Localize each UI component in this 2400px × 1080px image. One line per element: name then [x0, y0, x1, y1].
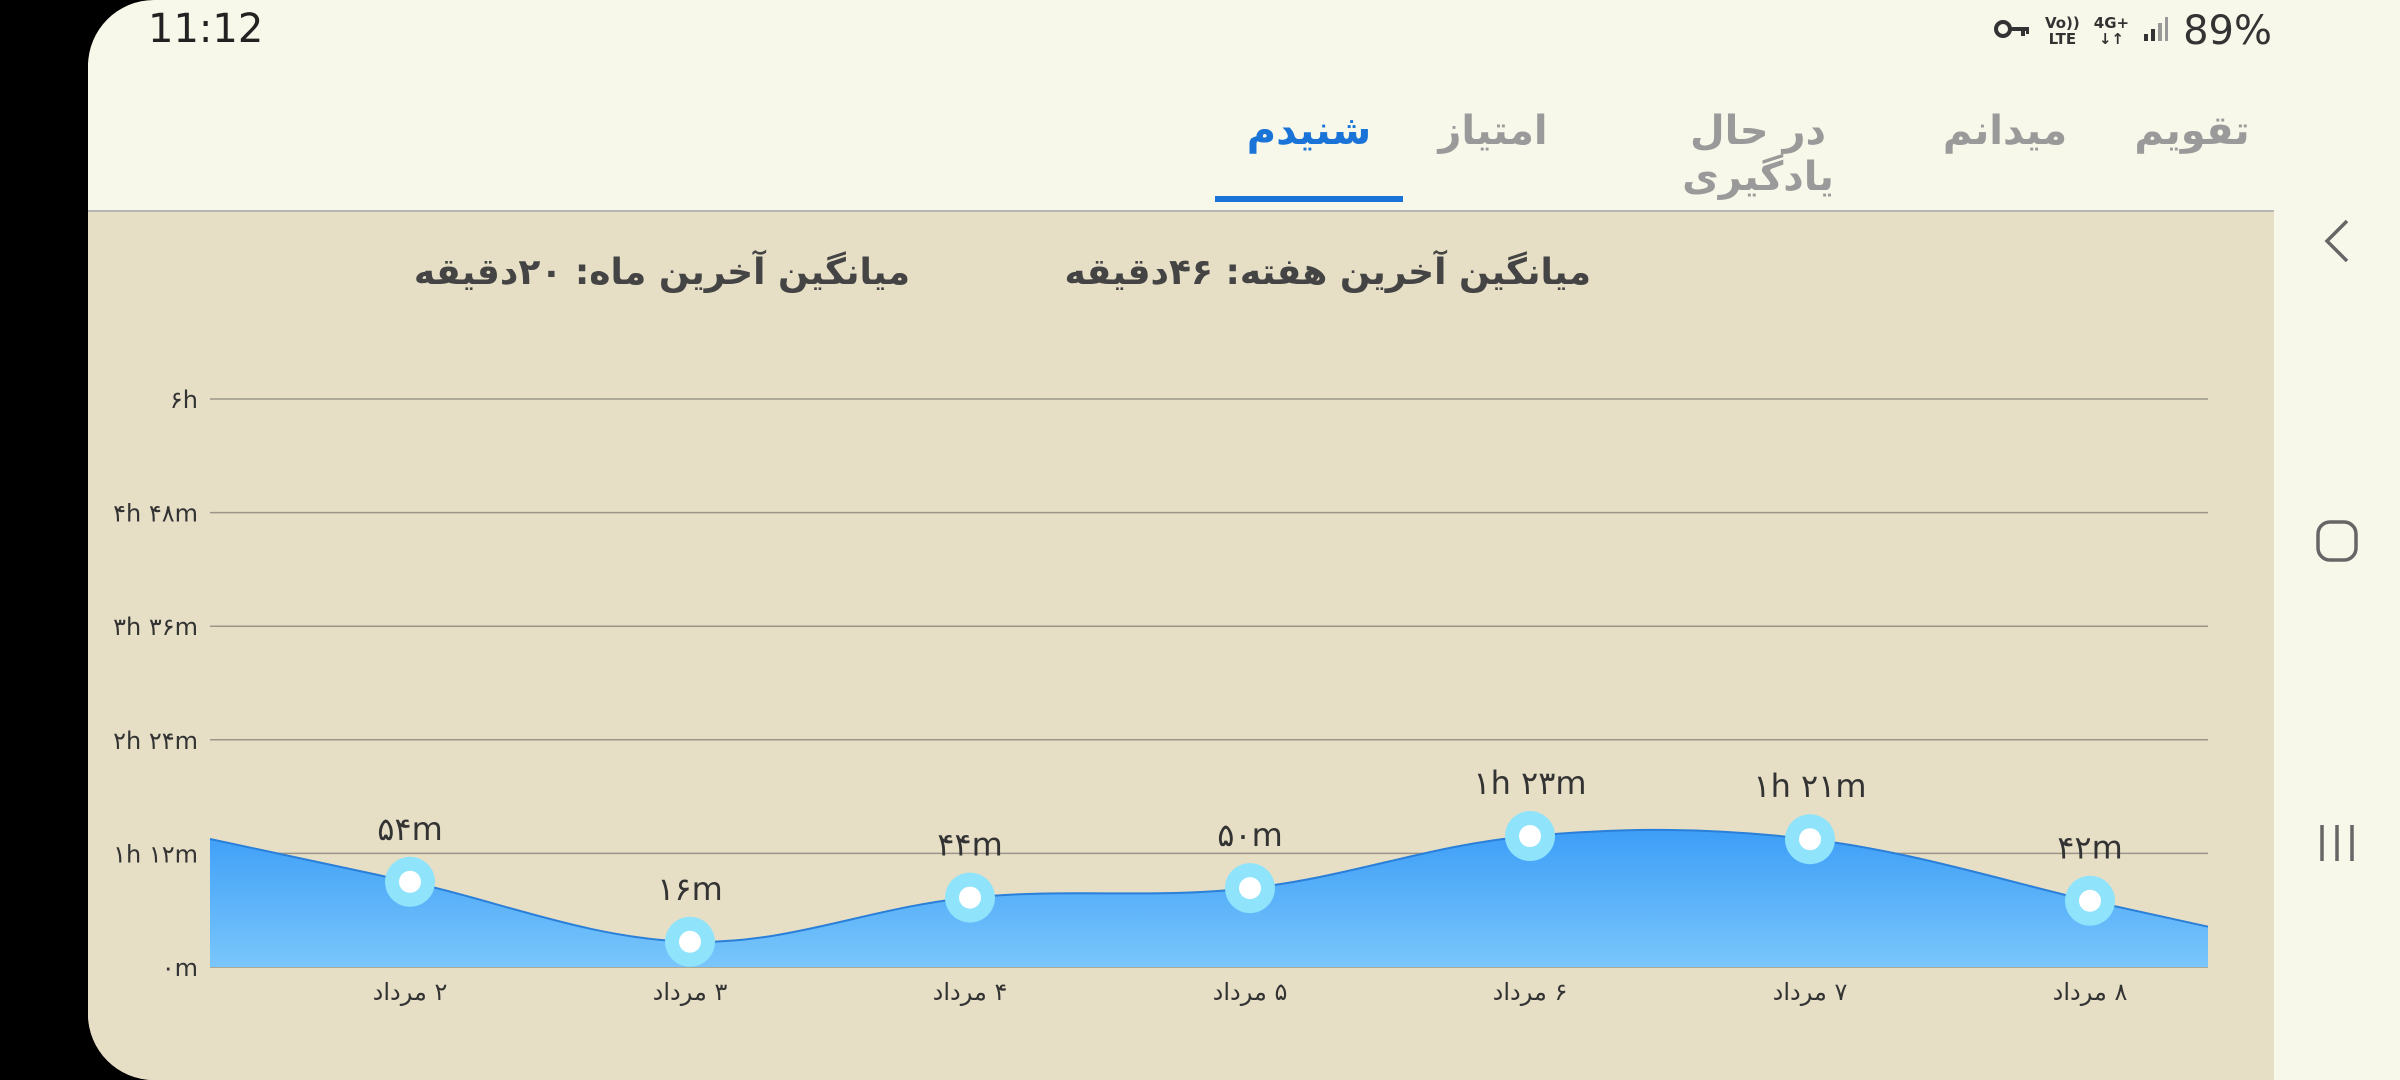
volte-icon: Vo)) LTE	[2044, 14, 2080, 48]
tab-i-know[interactable]: میدانم	[1942, 108, 2068, 154]
x-tick-label: ۳ مرداد	[653, 978, 728, 1006]
tab-learning[interactable]: در حال یادگیری	[1682, 108, 1834, 200]
data-point-center	[2079, 889, 2101, 912]
system-nav-bar	[2274, 0, 2400, 1080]
app-window: تقویم میدانم در حال یادگیری امتیاز شنیدم…	[88, 0, 2274, 1080]
x-tick-label: ۴ مرداد	[933, 978, 1008, 1006]
x-tick-label: ۲ مرداد	[373, 978, 448, 1006]
data-point-center	[959, 886, 981, 909]
series-area	[210, 829, 2208, 967]
device-screen: تقویم میدانم در حال یادگیری امتیاز شنیدم…	[88, 0, 2400, 1080]
status-indicators: Vo)) LTE 4G+ ↓↑ 89%	[1993, 8, 2304, 54]
x-tick-label: ۷ مرداد	[1773, 978, 1848, 1006]
key-icon	[1993, 17, 2031, 45]
signal-icon	[2143, 16, 2169, 46]
home-icon[interactable]	[2304, 508, 2370, 574]
data-point-center	[1239, 877, 1261, 900]
status-time: 11:12	[148, 6, 264, 52]
data-label: ۵۴m	[377, 810, 443, 848]
tab-score[interactable]: امتیاز	[1438, 108, 1548, 154]
x-tick-label: ۵ مرداد	[1213, 978, 1288, 1006]
series-line	[209, 828, 2209, 943]
data-label: ۱۶m	[657, 870, 723, 908]
back-icon[interactable]	[2304, 208, 2370, 274]
x-tick-label: ۶ مرداد	[1493, 978, 1568, 1006]
weekly-average: میانگین آخرین هفته: ۴۶دقیقه	[1064, 252, 1591, 293]
listening-time-chart: ۰m ۱h ۱۲m ۲h ۲۴m ۳h ۳۶m ۴h ۴۸m ۶h ۵۴m ۲ مرداد ۱…	[113, 386, 2209, 1006]
data-point-center	[679, 930, 701, 953]
data-label: ۵۰m	[1217, 816, 1283, 854]
data-label: ۱h ۲۱m	[1753, 767, 1866, 805]
x-tick-label: ۸ مرداد	[2053, 978, 2128, 1006]
y-tick-label: ۱h ۱۲m	[113, 840, 198, 868]
y-tick-label: ۴h ۴۸m	[113, 500, 198, 528]
y-tick-label: ۲h ۲۴m	[113, 727, 198, 755]
recents-icon[interactable]	[2304, 810, 2370, 876]
tab-heard[interactable]: شنیدم	[1215, 100, 1403, 202]
data-point-center	[399, 870, 421, 893]
data-label: ۴۲m	[2057, 829, 2123, 867]
tab-bar: تقویم میدانم در حال یادگیری امتیاز شنیدم	[88, 62, 2274, 214]
tab-calendar[interactable]: تقویم	[2134, 108, 2250, 154]
status-bar: 11:12 Vo)) LTE 4G+ ↓↑ 89%	[88, 0, 2400, 62]
battery-percent: 89%	[2183, 8, 2272, 54]
y-tick-label: ۰m	[162, 954, 198, 982]
monthly-average: میانگین آخرین ماه: ۲۰دقیقه	[413, 252, 910, 293]
y-tick-label: ۳h ۳۶m	[113, 613, 198, 641]
data-label: ۴۴m	[937, 826, 1003, 864]
y-tick-label: ۶h	[170, 386, 198, 414]
data-arrows-icon: 4G+ ↓↑	[2093, 14, 2130, 48]
data-point-center	[1519, 825, 1541, 848]
data-point-center	[1799, 828, 1821, 851]
data-label: ۱h ۲۳m	[1473, 764, 1586, 802]
